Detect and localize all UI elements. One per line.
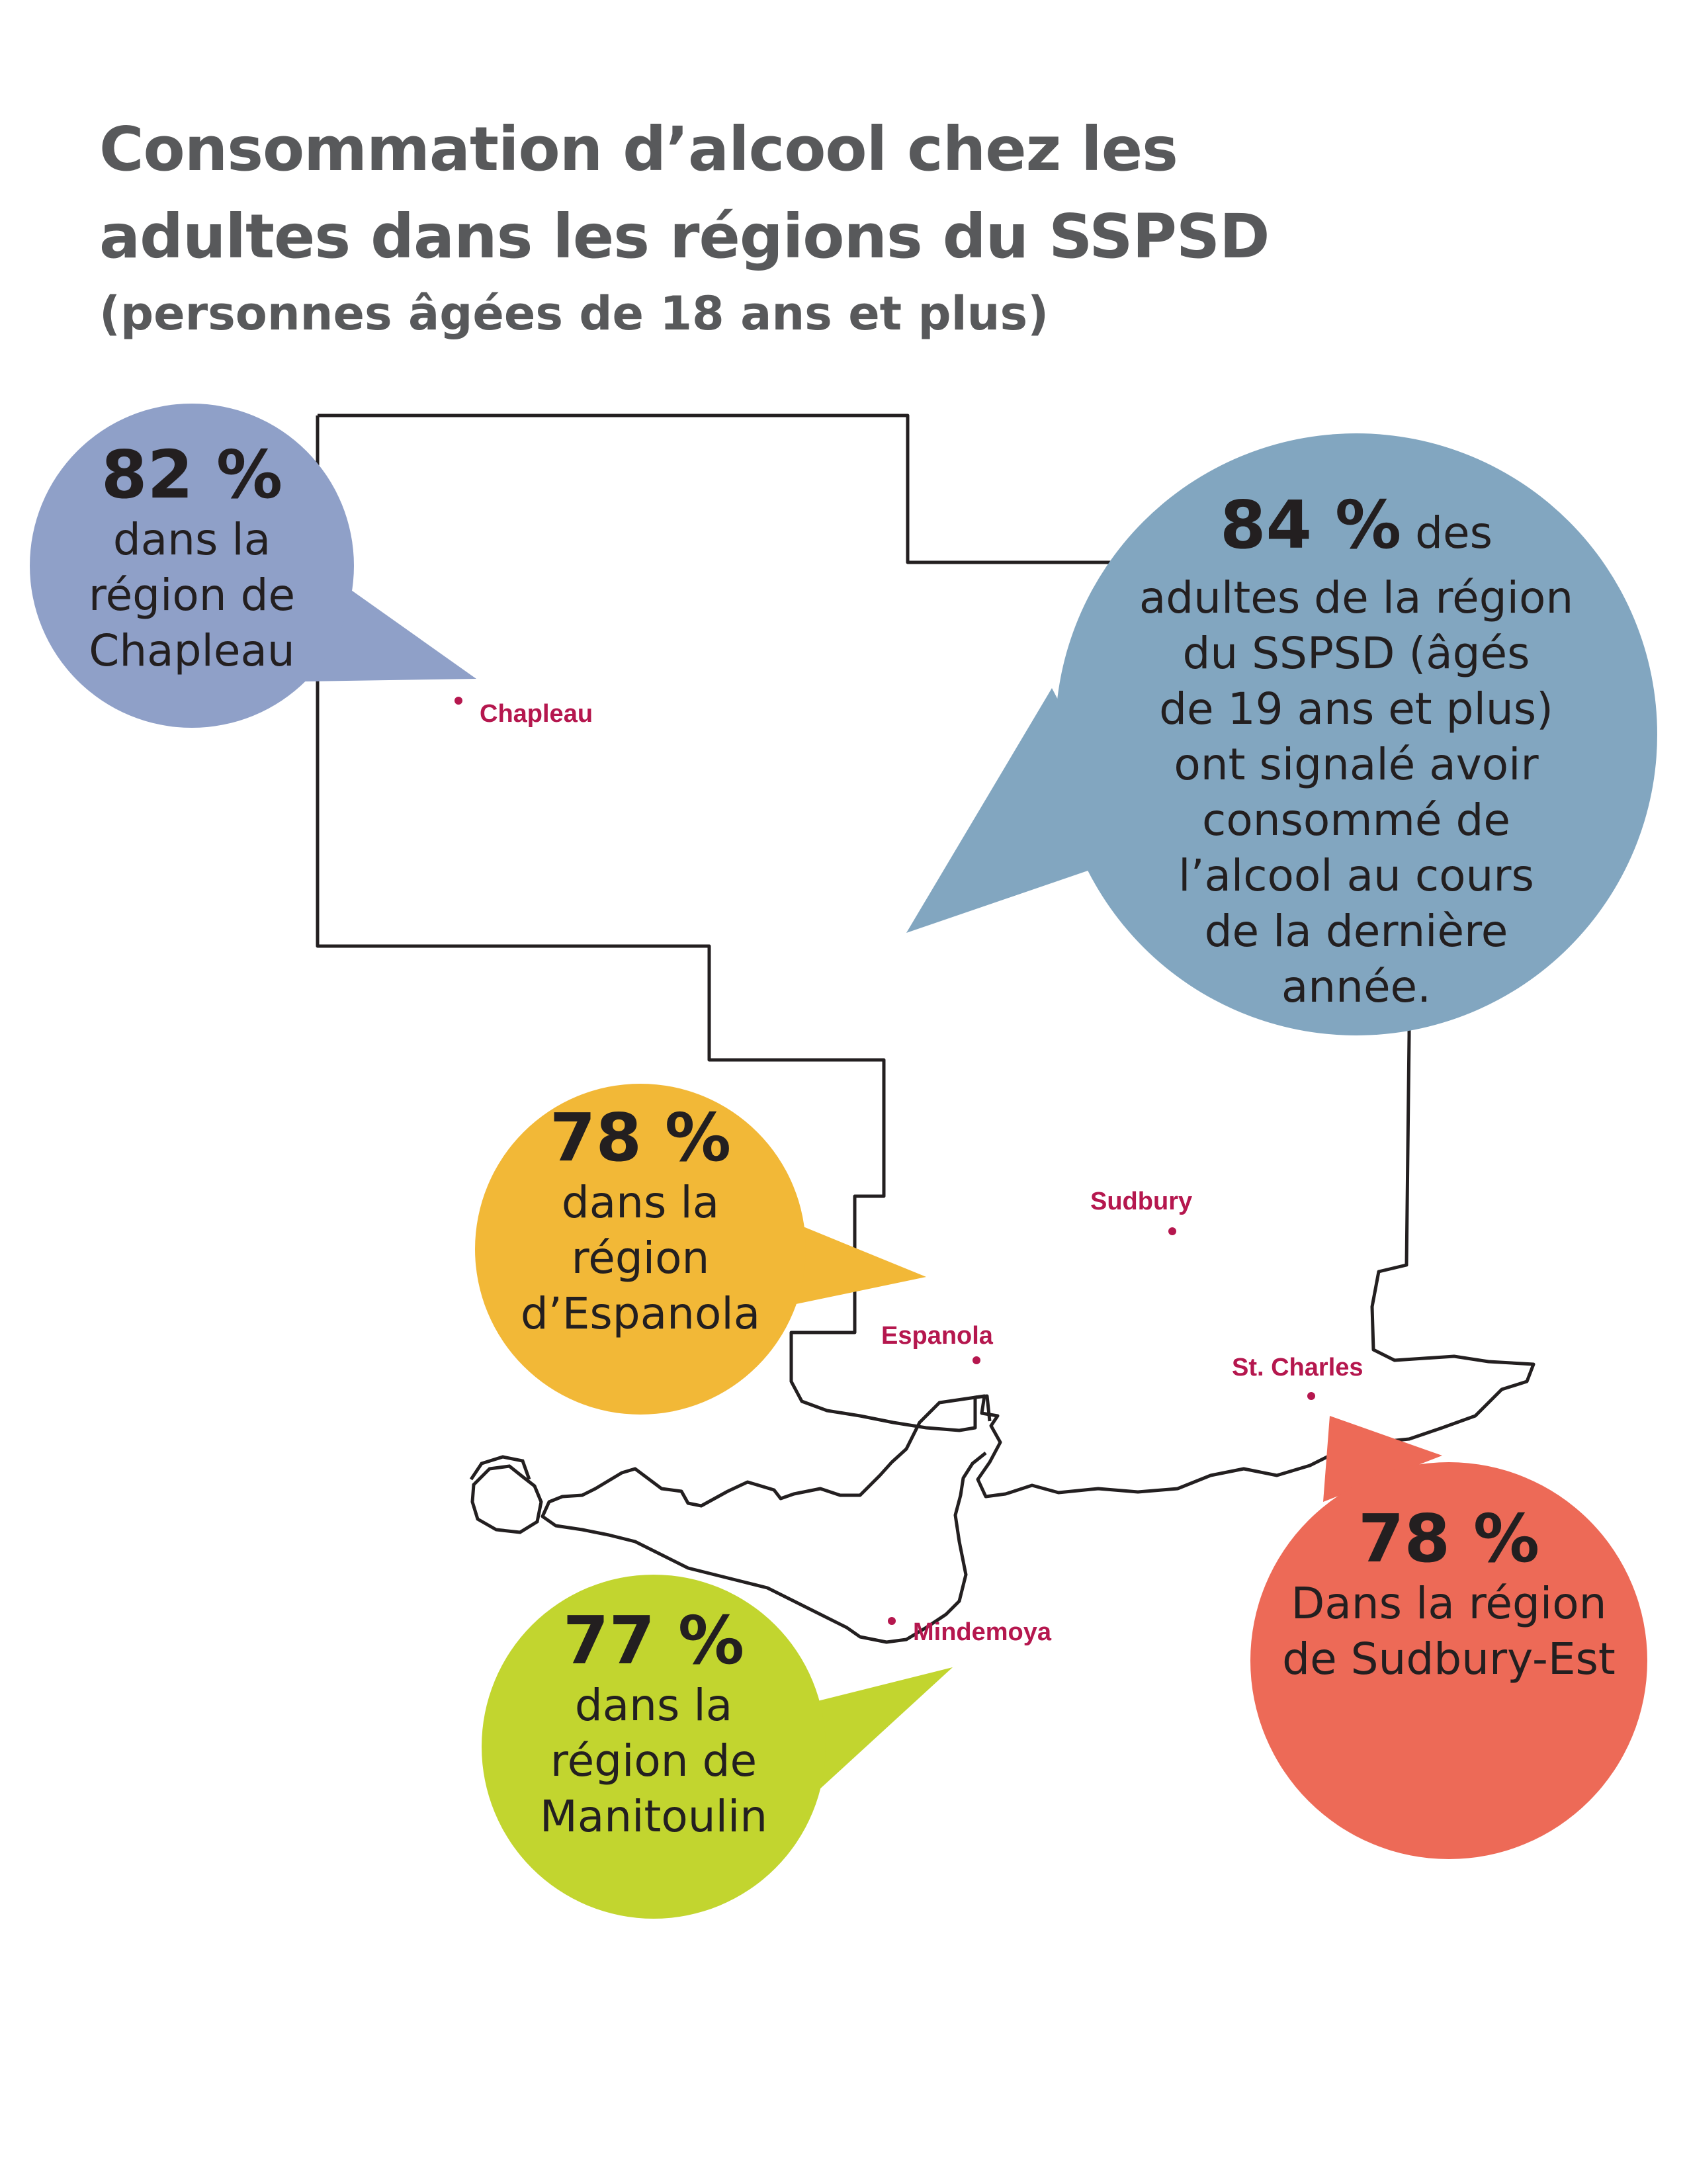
chapleau-line-3: Chapleau — [89, 625, 295, 676]
sspsd-line-1: adultes de la région — [1139, 572, 1574, 623]
sspsd-headline: 84 % des — [1092, 488, 1621, 570]
sspsd-line-7: de la dernière — [1204, 906, 1508, 957]
city-label-chapleau: Chapleau — [480, 700, 593, 728]
title-block: Consommation d’alcool chez les adultes d… — [99, 106, 1270, 347]
chapleau-value: 82 % — [101, 436, 283, 513]
espanola-line-2: région — [571, 1233, 710, 1284]
subtitle: (personnes âgées de 18 ans et plus) — [99, 286, 1049, 341]
sudbury-est-line-2: de Sudbury-Est — [1282, 1634, 1616, 1684]
espanola-line-1: dans la — [561, 1177, 720, 1228]
sudbury-marker — [1168, 1227, 1176, 1235]
st-charles-marker — [1307, 1392, 1315, 1400]
island-west — [469, 1455, 531, 1481]
chapleau-bubble-text: 82 % dans la région de Chapleau — [40, 438, 344, 679]
sspsd-line-5: consommé de — [1202, 795, 1510, 846]
chapleau-marker — [454, 697, 462, 705]
manitoulin-bubble-text: 77 % dans la région de Manitoulin — [501, 1604, 806, 1845]
sudbury-est-bubble — [1250, 1462, 1647, 1859]
espanola-bubble-tail — [767, 1217, 926, 1310]
espanola-bubble — [475, 1084, 806, 1415]
city-label-mindemoya: Mindemoya — [913, 1618, 1052, 1646]
sspsd-bubble — [1055, 433, 1657, 1035]
manitoulin-value: 77 % — [562, 1602, 745, 1679]
city-label-st-charles: St. Charles — [1232, 1354, 1363, 1381]
espanola-line-3: d’Espanola — [520, 1288, 761, 1339]
sspsd-lead: des — [1415, 507, 1493, 558]
manitoulin-bubble-tail — [794, 1667, 953, 1813]
sspsd-bubble-text: 84 % des adultes de la région du SSPSD (… — [1092, 488, 1621, 1015]
title-line-1: Consommation d’alcool chez les — [99, 114, 1178, 185]
manitoulin-line-3: Manitoulin — [539, 1791, 768, 1842]
title-line-2: adultes dans les régions du SSPSD — [99, 201, 1270, 272]
sspsd-value: 84 % — [1219, 486, 1402, 564]
sudbury-est-value: 78 % — [1358, 1500, 1540, 1577]
sspsd-line-6: l’alcool au cours — [1178, 850, 1534, 901]
sspsd-line-8: année. — [1281, 961, 1432, 1012]
espanola-marker — [973, 1356, 980, 1364]
region-outline-west — [316, 415, 992, 1432]
mindemoya-marker — [888, 1617, 896, 1625]
sudbury-est-bubble-tail — [1323, 1416, 1442, 1502]
sudbury-est-line-1: Dans la région — [1291, 1578, 1607, 1629]
sspsd-line-4: ont signalé avoir — [1174, 739, 1539, 790]
manitoulin-bubble — [482, 1575, 826, 1919]
sudbury-est-bubble-text: 78 % Dans la région de Sudbury-Est — [1257, 1502, 1641, 1687]
chapleau-line-1: dans la — [112, 514, 271, 565]
sspsd-line-2: du SSPSD (âgés — [1182, 628, 1530, 679]
city-label-sudbury: Sudbury — [1090, 1188, 1193, 1215]
sspsd-line-3: de 19 ans et plus) — [1159, 683, 1553, 734]
chapleau-line-2: région de — [88, 570, 296, 621]
city-label-espanola: Espanola — [881, 1322, 993, 1350]
manitoulin-line-2: région de — [550, 1735, 757, 1786]
espanola-bubble-text: 78 % dans la région d’Espanola — [488, 1101, 793, 1342]
region-outline — [318, 414, 1536, 1644]
espanola-value: 78 % — [549, 1099, 732, 1176]
manitoulin-line-1: dans la — [574, 1680, 733, 1731]
manitoulin-island — [470, 1464, 543, 1534]
chapleau-bubble — [30, 404, 354, 728]
